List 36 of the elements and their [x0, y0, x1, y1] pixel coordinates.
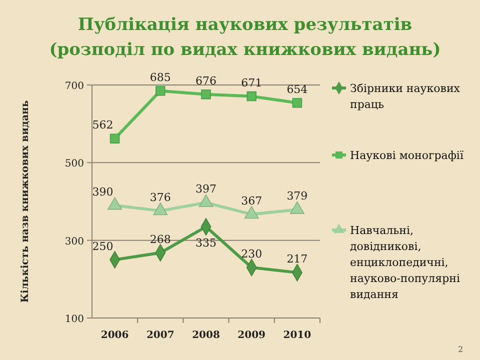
- data-label: 230: [241, 248, 262, 261]
- x-tick-label: 2009: [238, 330, 266, 341]
- point: [246, 91, 256, 102]
- point: [110, 134, 120, 144]
- data-label: 379: [286, 190, 308, 203]
- point: [156, 86, 166, 96]
- chart-title: Публікація наукових результатів: [78, 15, 412, 35]
- x-tick-label: 2007: [146, 330, 174, 341]
- x-tick-label: 2006: [100, 330, 129, 341]
- y-tick-label: 500: [64, 158, 84, 170]
- data-label: 217: [286, 252, 308, 266]
- legend-label: Наукові монографії: [350, 149, 464, 162]
- data-label: 335: [196, 236, 216, 250]
- x-tick-label: 2008: [192, 330, 220, 341]
- point: [292, 98, 302, 108]
- data-label: 390: [92, 185, 114, 198]
- data-label: 397: [196, 182, 216, 196]
- legend-label: Навчальні, довідникові, енциклопедичні, науково-популярні видання: [350, 224, 460, 301]
- data-label: 676: [196, 74, 216, 88]
- data-label: 685: [150, 70, 171, 84]
- data-label: 376: [150, 190, 171, 204]
- y-tick-label: 300: [64, 236, 84, 248]
- data-label: 250: [92, 240, 114, 253]
- y-tick-label: 100: [64, 314, 84, 325]
- data-label: 562: [92, 118, 114, 132]
- chart-subtitle: (розподіл по видах книжкових видань): [49, 40, 441, 60]
- legend-label: Збірники наукових праць: [350, 82, 461, 111]
- text: 2: [458, 345, 464, 354]
- data-label: 654: [286, 82, 308, 96]
- y-tick-label: 700: [64, 81, 84, 92]
- x-tick-label: 2010: [283, 330, 312, 341]
- data-label: 268: [150, 232, 171, 246]
- data-label: 367: [241, 194, 262, 208]
- data-label: 671: [241, 76, 262, 90]
- point: [201, 89, 211, 100]
- y-axis-title: Кількість назв книжкових видань: [20, 100, 31, 303]
